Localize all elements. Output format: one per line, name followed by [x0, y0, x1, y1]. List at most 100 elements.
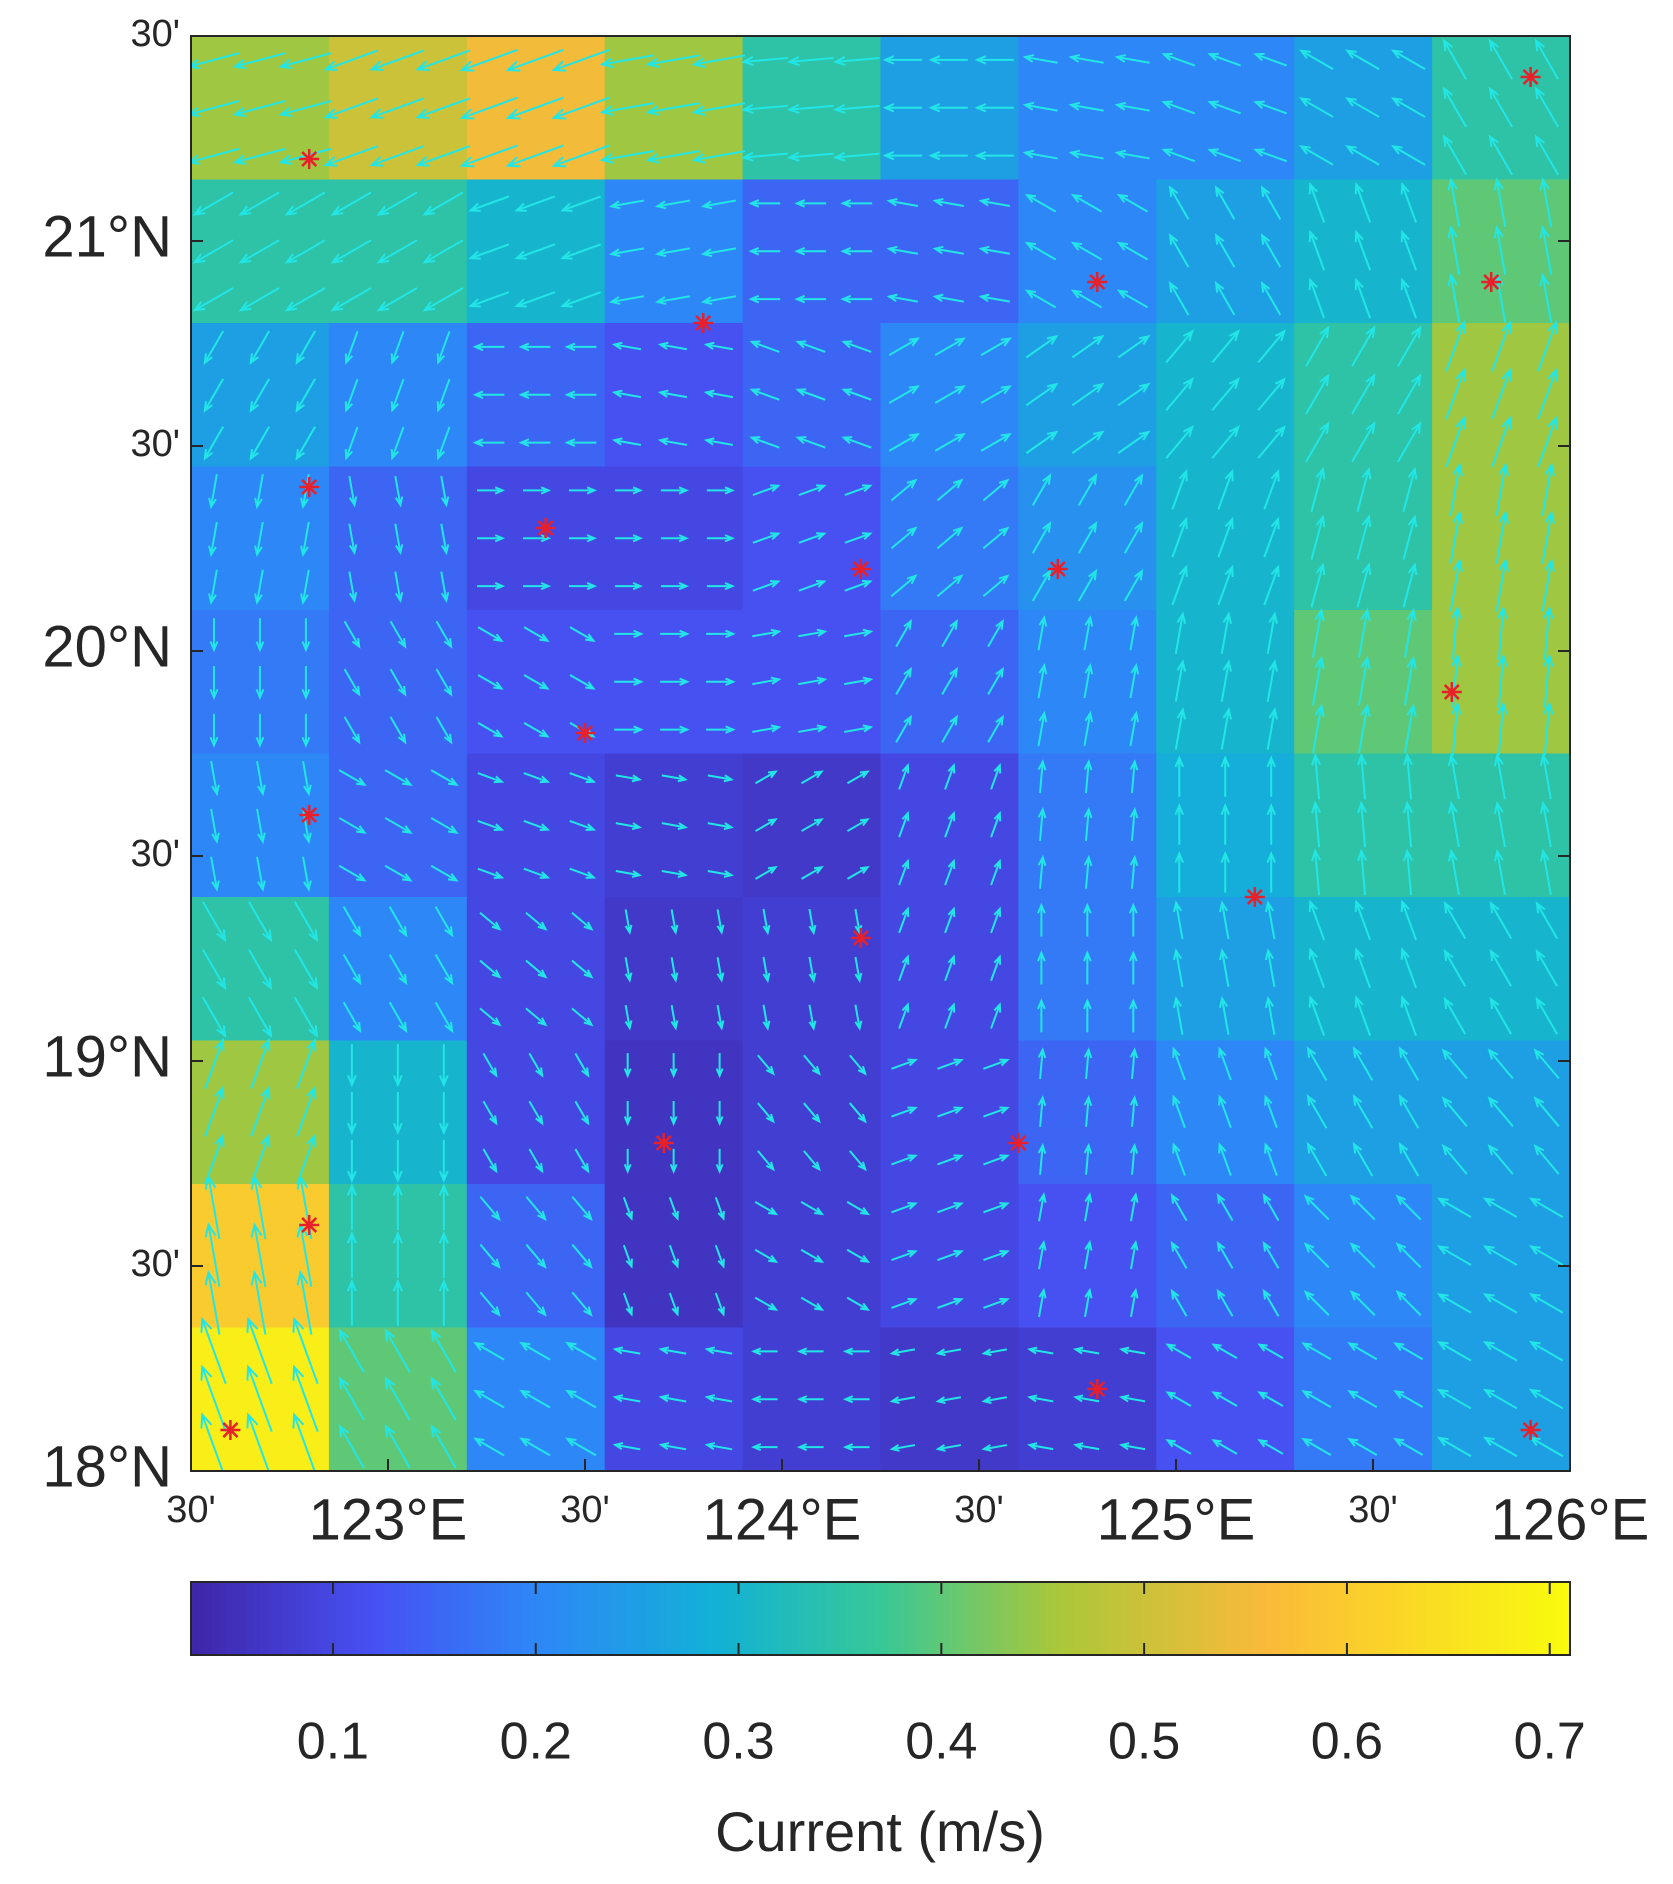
current-arrow — [757, 1150, 775, 1172]
current-arrow — [849, 1102, 867, 1124]
current-arrow — [749, 388, 780, 401]
current-arrow — [232, 100, 286, 118]
current-arrow — [204, 1222, 221, 1287]
current-arrow — [1171, 516, 1188, 558]
current-arrow — [800, 770, 824, 785]
current-arrow — [472, 390, 505, 399]
colorbar-swatch — [1501, 1582, 1509, 1655]
colorbar-swatch — [1507, 1582, 1516, 1655]
current-arrow — [668, 1244, 679, 1269]
current-arrow — [1165, 425, 1194, 459]
current-arrow — [660, 629, 690, 639]
current-arrow — [415, 97, 471, 119]
current-arrow — [1262, 1288, 1280, 1317]
current-arrow — [706, 725, 736, 734]
current-arrow — [1402, 562, 1418, 608]
current-arrow — [599, 150, 654, 164]
current-arrow — [568, 534, 598, 543]
colorbar-swatch — [1383, 1582, 1392, 1655]
current-arrow — [435, 668, 453, 697]
colorbar-swatch — [949, 1582, 958, 1655]
current-arrow — [755, 770, 778, 785]
current-arrow — [715, 1148, 724, 1174]
current-arrow — [1068, 54, 1104, 64]
colorbar-swatch — [935, 1582, 944, 1655]
current-arrow — [706, 629, 736, 639]
current-arrow — [1397, 325, 1422, 367]
current-arrow — [882, 103, 922, 113]
current-arrow — [614, 629, 644, 639]
current-arrow — [1495, 462, 1510, 517]
colorbar-swatch — [1487, 1582, 1495, 1655]
current-arrow — [1263, 468, 1280, 510]
current-arrow — [660, 582, 689, 591]
current-arrow — [941, 619, 959, 648]
current-arrow — [1129, 1287, 1139, 1318]
colorbar-swatch — [852, 1582, 861, 1655]
current-arrow — [1528, 1340, 1564, 1362]
current-arrow — [615, 774, 643, 783]
current-arrow — [388, 906, 408, 938]
colorbar-swatch — [521, 1582, 530, 1655]
current-arrow — [415, 49, 471, 72]
current-arrow — [1356, 514, 1372, 560]
current-arrow — [928, 103, 968, 113]
colorbar-swatch — [1218, 1582, 1227, 1655]
current-arrow — [439, 1092, 449, 1136]
current-arrow — [1220, 611, 1232, 655]
colorbar-swatch — [942, 1582, 951, 1655]
colorbar-swatch — [432, 1582, 441, 1655]
current-arrow — [439, 1139, 449, 1183]
current-arrow — [624, 957, 633, 983]
current-arrow — [523, 486, 552, 495]
current-arrow — [1037, 759, 1047, 794]
current-arrow — [614, 725, 644, 734]
current-arrow — [1447, 177, 1461, 228]
current-arrow — [1263, 564, 1280, 606]
current-arrow — [338, 1376, 365, 1421]
current-arrow — [944, 810, 956, 838]
current-arrow — [560, 195, 602, 212]
current-arrow — [1216, 1240, 1234, 1269]
current-arrow — [369, 145, 425, 167]
current-arrow — [1345, 145, 1380, 166]
colorbar-swatch — [894, 1582, 902, 1655]
current-arrow — [754, 1296, 779, 1311]
current-arrow — [624, 909, 633, 935]
current-arrow — [1497, 653, 1508, 708]
current-arrow — [346, 1231, 357, 1278]
current-arrow — [1308, 277, 1326, 319]
colorbar-swatch — [1280, 1582, 1289, 1655]
current-arrow — [338, 1328, 365, 1373]
current-arrow — [569, 772, 597, 784]
current-arrow — [439, 1044, 449, 1088]
current-arrow — [1171, 468, 1188, 510]
current-arrow — [932, 198, 965, 207]
current-arrow — [1301, 1437, 1332, 1456]
current-arrow — [295, 378, 316, 413]
current-arrow — [1117, 430, 1151, 454]
colorbar-label: Current (m/s) — [715, 1800, 1045, 1863]
current-arrow — [832, 103, 880, 114]
current-arrow — [661, 822, 688, 831]
current-arrow — [338, 864, 367, 882]
current-arrow — [1398, 1094, 1420, 1129]
y-tick-label: 30' — [130, 423, 180, 465]
current-arrow — [990, 1002, 1002, 1029]
current-arrow — [1174, 803, 1185, 845]
y-tick-label: 30' — [130, 13, 180, 55]
current-arrow — [1445, 320, 1466, 372]
colorbar-swatch — [832, 1582, 840, 1655]
current-arrow — [1528, 1388, 1564, 1410]
current-arrow — [468, 243, 510, 260]
current-arrow — [1402, 466, 1418, 513]
current-arrow — [435, 620, 453, 649]
colorbar-swatch — [618, 1582, 627, 1655]
current-arrow — [657, 437, 688, 446]
current-arrow — [255, 713, 265, 748]
current-arrow — [1400, 995, 1417, 1036]
current-arrow — [394, 523, 404, 556]
current-arrow — [932, 293, 965, 303]
current-arrow — [1083, 807, 1093, 842]
current-arrow — [1482, 1197, 1518, 1218]
